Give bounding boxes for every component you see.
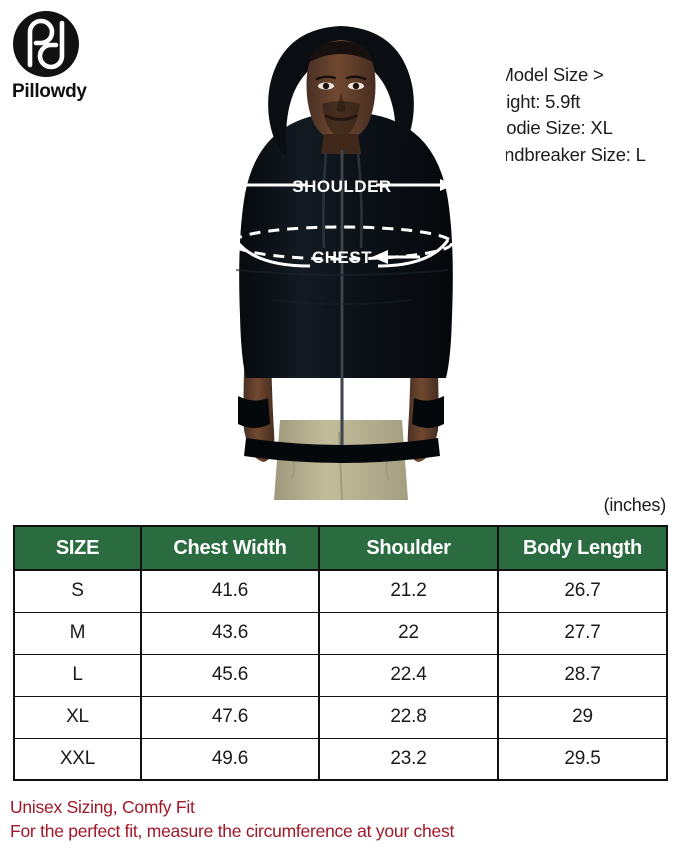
- table-row: XXL 49.6 23.2 29.5: [14, 737, 667, 780]
- column-header-chest-width: Chest Width: [141, 526, 320, 571]
- cell-chest-width: 45.6: [141, 653, 320, 696]
- cell-chest-width: 43.6: [141, 611, 320, 654]
- model-hoodie-size: Hoodie Size: XL: [483, 117, 613, 138]
- cell-size: L: [14, 653, 142, 696]
- cell-body-length: 29: [498, 695, 667, 738]
- table-row: XL 47.6 22.8 29: [14, 695, 667, 738]
- column-header-size: SIZE: [14, 526, 142, 571]
- column-header-body-length: Body Length: [498, 526, 667, 571]
- model-photo: SHOULDER CHEST: [176, 0, 506, 500]
- cell-shoulder: 23.2: [319, 737, 499, 780]
- cell-chest-width: 41.6: [141, 570, 320, 612]
- table-row: S 41.6 21.2 26.7: [14, 570, 667, 612]
- shoulder-measure-annotation: SHOULDER: [226, 176, 456, 196]
- cell-shoulder: 21.2: [319, 570, 499, 612]
- cell-shoulder: 22.8: [319, 695, 499, 738]
- cell-size: XL: [14, 695, 142, 738]
- cell-size: XXL: [14, 737, 142, 780]
- table-row: L 45.6 22.4 28.7: [14, 653, 667, 696]
- cell-size: M: [14, 611, 142, 654]
- table-row: M 43.6 22 27.7: [14, 611, 667, 654]
- cell-body-length: 28.7: [498, 653, 667, 696]
- pillowdy-monogram-icon: [10, 8, 130, 80]
- cell-shoulder: 22.4: [319, 653, 499, 696]
- table-header-row: SIZE Chest Width Shoulder Body Length: [14, 526, 667, 571]
- model-windbreaker-size: Windbreaker Size: L: [483, 143, 646, 165]
- cell-body-length: 29.5: [498, 737, 667, 780]
- model-size-heading: < Model Size >: [483, 64, 604, 85]
- fit-note: Unisex Sizing, Comfy Fit For the perfect…: [10, 795, 454, 843]
- cell-size: S: [14, 570, 142, 612]
- column-header-shoulder: Shoulder: [319, 526, 499, 571]
- chest-label: CHEST: [312, 248, 372, 267]
- shoulder-label: SHOULDER: [292, 177, 391, 196]
- cell-shoulder: 22: [319, 611, 499, 654]
- cell-body-length: 27.7: [498, 611, 667, 654]
- model-size-info: < Model Size > Height: 5.9ft Hoodie Size…: [483, 62, 646, 168]
- brand-name: Pillowdy: [12, 81, 87, 102]
- cell-chest-width: 49.6: [141, 737, 320, 780]
- cell-body-length: 26.7: [498, 570, 667, 612]
- model-height: Height: 5.9ft: [483, 90, 581, 112]
- cell-chest-width: 47.6: [141, 695, 320, 738]
- fit-note-line-1: Unisex Sizing, Comfy Fit: [10, 797, 195, 817]
- units-note: (inches): [603, 495, 667, 515]
- chest-measure-annotation: CHEST: [226, 225, 454, 268]
- fit-note-line-2: For the perfect fit, measure the circumf…: [10, 821, 455, 841]
- brand-block: Pillowdy: [10, 8, 130, 103]
